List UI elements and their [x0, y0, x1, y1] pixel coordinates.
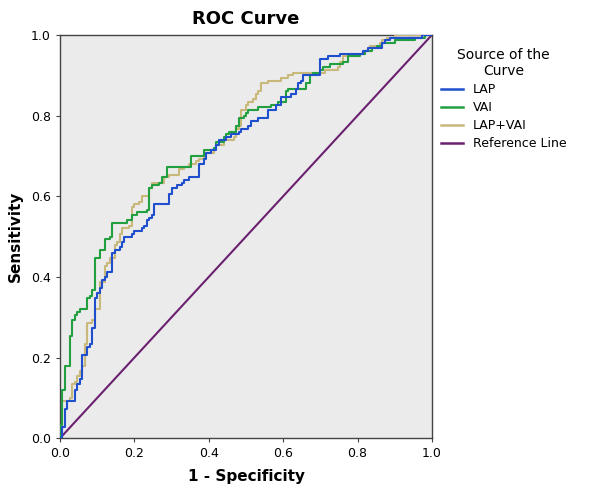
X-axis label: 1 - Specificity: 1 - Specificity	[187, 469, 305, 484]
Title: ROC Curve: ROC Curve	[193, 10, 299, 28]
Legend: LAP, VAI, LAP+VAI, Reference Line: LAP, VAI, LAP+VAI, Reference Line	[436, 43, 572, 155]
Y-axis label: Sensitivity: Sensitivity	[8, 191, 23, 282]
